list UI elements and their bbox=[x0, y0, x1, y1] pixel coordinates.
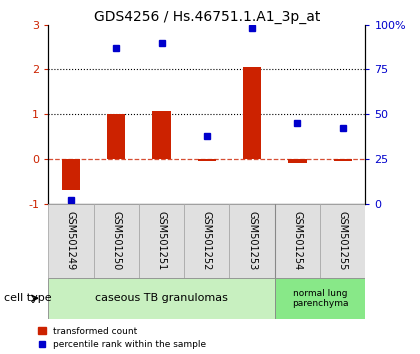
Bar bbox=[62, 159, 80, 190]
Bar bbox=[333, 159, 352, 161]
Bar bbox=[289, 159, 307, 163]
Bar bbox=[48, 278, 275, 319]
Bar bbox=[243, 67, 261, 159]
Bar bbox=[152, 111, 171, 159]
Bar bbox=[94, 204, 139, 278]
Bar bbox=[198, 159, 216, 161]
Text: cell type: cell type bbox=[4, 293, 52, 303]
Legend: transformed count, percentile rank within the sample: transformed count, percentile rank withi… bbox=[38, 327, 207, 349]
Text: caseous TB granulomas: caseous TB granulomas bbox=[95, 293, 228, 303]
Bar bbox=[48, 204, 94, 278]
Text: GSM501253: GSM501253 bbox=[247, 211, 257, 270]
Text: GSM501250: GSM501250 bbox=[111, 211, 121, 270]
Bar bbox=[107, 114, 125, 159]
Text: GSM501255: GSM501255 bbox=[338, 211, 348, 270]
Bar bbox=[275, 278, 365, 319]
Bar bbox=[229, 204, 275, 278]
Bar bbox=[184, 204, 229, 278]
Text: GSM501252: GSM501252 bbox=[202, 211, 212, 270]
Text: GSM501254: GSM501254 bbox=[292, 211, 302, 270]
Title: GDS4256 / Hs.46751.1.A1_3p_at: GDS4256 / Hs.46751.1.A1_3p_at bbox=[94, 10, 320, 24]
Text: normal lung
parenchyma: normal lung parenchyma bbox=[292, 289, 348, 308]
Bar bbox=[139, 204, 184, 278]
Bar bbox=[275, 204, 320, 278]
Text: GSM501251: GSM501251 bbox=[157, 211, 167, 270]
Text: GSM501249: GSM501249 bbox=[66, 211, 76, 270]
Bar bbox=[320, 204, 365, 278]
